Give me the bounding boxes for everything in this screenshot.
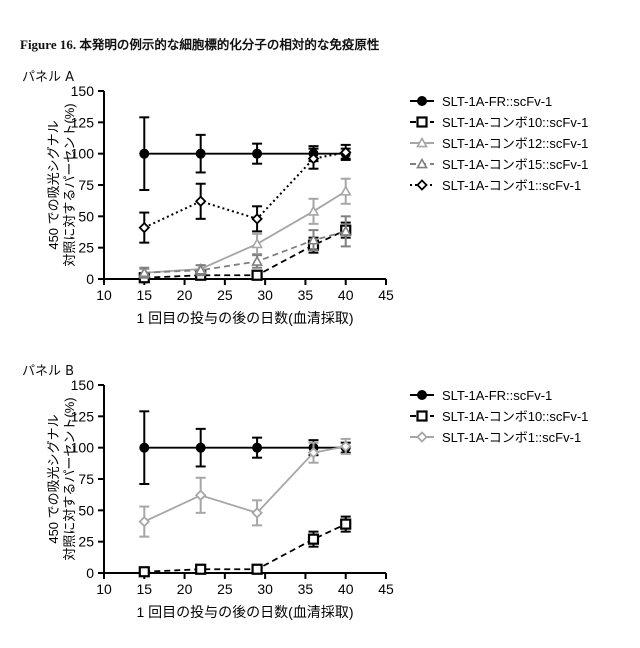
panel-a-series-line [144,152,345,227]
panel-a-series-line [144,191,345,272]
panel-a-legend-marker [418,139,427,147]
panel-a-data-point [253,239,262,247]
panel-b-series-1 [139,517,350,577]
panel-a-x-tick-label: 45 [378,287,394,303]
panel-b-legend-item-0: SLT-1A-FR::scFv-1 [410,388,552,403]
panel-b-series-0 [139,411,350,484]
panel-a-data-point [309,207,318,215]
panel-a-y-axis-title-line2: 対照に対するパーセント(%) [62,103,77,266]
panel-a-x-axis-title: 1 回目の投与の後の日数(血清採取) [137,310,354,326]
panel-b-data-point [253,443,262,452]
panel-b-x-axis-title: 1 回目の投与の後の日数(血清採取) [137,604,354,620]
panel-a-legend-item-1: SLT-1A-コンボ10::scFv-1 [410,115,588,130]
panel-b-legend-label: SLT-1A-コンボ1::scFv-1 [442,430,581,445]
panel-a-legend-marker [418,181,427,190]
panel-b-y-tick-label: 0 [86,565,94,581]
panel-a-legend-marker [418,118,427,127]
panel-b-x-tick-label: 30 [257,581,273,597]
panel-a-x-tick-label: 25 [217,287,233,303]
panel-a-legend-label: SLT-1A-コンボ15::scFv-1 [442,157,588,172]
panel-b-x-tick-label: 35 [298,581,314,597]
panel-a-chart: 025507510012515010152025303540451 回目の投与の… [0,75,640,335]
panel-a-y-axis-title-line1: 450 での吸光シグナル [46,120,61,249]
panel-b-data-point [196,491,205,500]
panel-a-data-point [140,223,149,232]
panel-b-y-tick-label: 50 [78,502,94,518]
panel-a-y-tick-label: 75 [78,177,94,193]
panel-b-y-tick-label: 75 [78,471,94,487]
panel-a-y-tick-label: 25 [78,240,94,256]
panel-b-x-tick-label: 25 [217,581,233,597]
panel-b-x-tick-label: 10 [96,581,112,597]
panel-b-data-point [309,535,318,544]
panel-a-series-4 [139,145,350,243]
panel-a-legend-marker [418,97,427,106]
panel-b-series-line [144,446,345,521]
panel-b-data-point [140,443,149,452]
panel-b-chart: 025507510012515010152025303540451 回目の投与の… [0,369,640,629]
panel-b-x-tick-label: 15 [136,581,152,597]
panel-a-x-tick-label: 15 [136,287,152,303]
panel-b-legend-item-1: SLT-1A-コンボ10::scFv-1 [410,409,588,424]
panel-a-series-1 [139,223,350,283]
panel-a-legend-item-2: SLT-1A-コンボ12::scFv-1 [410,136,588,151]
panel-b-x-tick-label: 20 [177,581,193,597]
panel-a-data-point [253,257,262,265]
panel-a-x-tick-label: 20 [177,287,193,303]
panel-a-data-point [196,197,205,206]
panel-a-data-point [140,149,149,158]
panel-a-data-point [196,149,205,158]
panel-b-legend-label: SLT-1A-コンボ10::scFv-1 [442,409,588,424]
panel-b-data-point [253,565,262,574]
figure-number: Figure 16. [20,37,76,52]
panel-b-x-tick-label: 45 [378,581,394,597]
panel-b-legend-marker [418,433,427,442]
panel-a-legend-label: SLT-1A-コンボ10::scFv-1 [442,115,588,130]
panel-a-series-0 [139,117,350,190]
panel-a-x-tick-label: 40 [338,287,354,303]
panel-a-legend-marker [418,160,427,168]
panel-a-x-tick-label: 35 [298,287,314,303]
panel-b-data-point [196,443,205,452]
figure-caption: 本発明の例示的な細胞標的化分子の相対的な免疫原性 [79,37,379,52]
panel-b-legend-marker [418,412,427,421]
panel-a-series-2 [139,179,350,277]
panel-b-data-point [341,520,350,529]
panel-a-y-tick-label: 0 [86,271,94,287]
panel-a-data-point [253,149,262,158]
panel-b-legend-marker [418,391,427,400]
panel-b-data-point [196,565,205,574]
panel-b-y-tick-label: 150 [71,377,95,393]
panel-a-legend-item-3: SLT-1A-コンボ15::scFv-1 [410,157,588,172]
panel-a-legend-item-0: SLT-1A-FR::scFv-1 [410,94,552,109]
panel-b-legend-label: SLT-1A-FR::scFv-1 [442,388,552,403]
panel-b-data-point [140,567,149,576]
panel-a-data-point [253,271,262,280]
panel-b-x-tick-label: 40 [338,581,354,597]
panel-b-y-tick-label: 25 [78,534,94,550]
panel-a-legend-label: SLT-1A-コンボ12::scFv-1 [442,136,588,151]
panel-b-y-axis-title-line1: 450 での吸光シグナル [46,414,61,543]
panel-a-legend-item-4: SLT-1A-コンボ1::scFv-1 [410,178,581,193]
panel-b-legend-item-2: SLT-1A-コンボ1::scFv-1 [410,430,581,445]
panel-a-y-tick-label: 150 [71,83,95,99]
panel-a-x-tick-label: 30 [257,287,273,303]
panel-a-x-tick-label: 10 [96,287,112,303]
panel-b-data-point [140,517,149,526]
panel-a-legend-label: SLT-1A-コンボ1::scFv-1 [442,178,581,193]
panel-b-y-axis-title-line2: 対照に対するパーセント(%) [62,397,77,560]
panel-a-y-tick-label: 50 [78,208,94,224]
figure-title: Figure 16. 本発明の例示的な細胞標的化分子の相対的な免疫原性 [20,34,379,53]
panel-a-legend-label: SLT-1A-FR::scFv-1 [442,94,552,109]
panel-a-data-point [341,187,350,195]
panel-b-series-2 [139,439,350,537]
